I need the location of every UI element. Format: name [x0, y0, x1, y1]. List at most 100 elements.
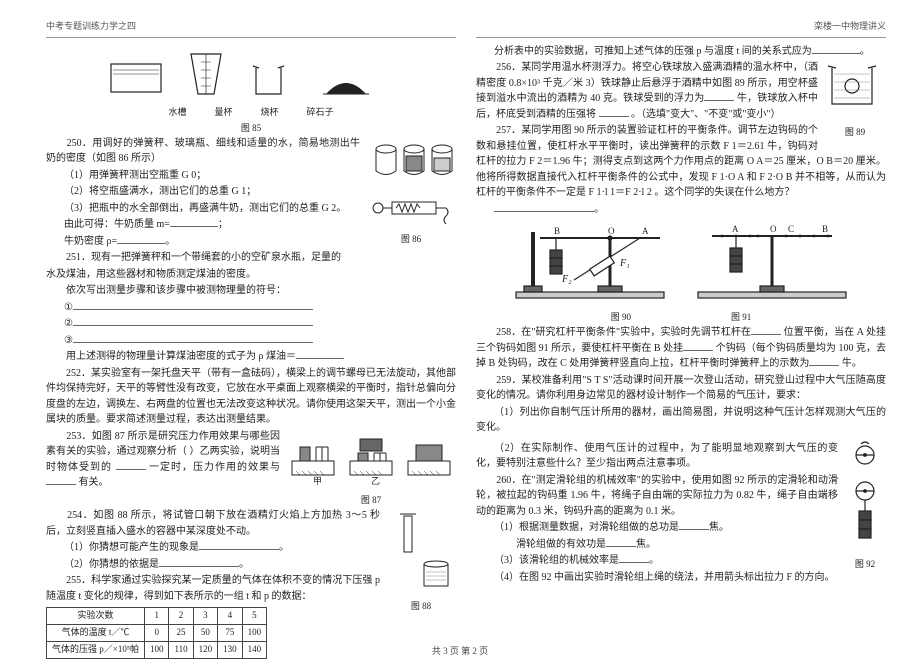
- fig89-caption: 图 89: [824, 126, 886, 140]
- right-column: 栾楼一中物理讲义 分析表中的实验数据，可推知上述气体的压强 p 与温度 t 间的…: [476, 20, 886, 659]
- fig92-drawing: [844, 441, 886, 551]
- table-row: 气体的温度 t／℃ 0 25 50 75 100: [47, 625, 267, 642]
- fig88-caption: 图 88: [386, 600, 456, 614]
- blank: [199, 540, 279, 550]
- fig85-label-2: 量杯: [214, 106, 232, 120]
- fig86-caption: 图 86: [366, 233, 456, 247]
- blank: [679, 520, 709, 530]
- q253-d: 有关。: [79, 477, 109, 488]
- blank: [73, 316, 313, 326]
- q251-3: ③: [46, 333, 456, 349]
- fig85-label-3: 烧杯: [261, 106, 279, 120]
- fig90-91-row: B O A F₂ F₁ A: [476, 222, 886, 307]
- cell: 4: [218, 608, 243, 625]
- q260-1: （1）根据测量数据，对滑轮组做的总功是 焦。: [476, 520, 886, 536]
- fig85-labels: 水槽 量杯 烧杯 碎石子: [46, 106, 456, 120]
- fig89-drawing: [824, 60, 886, 118]
- header-right: 栾楼一中物理讲义: [476, 20, 886, 38]
- cell: 5: [242, 608, 267, 625]
- q251-fin-t: 用上述测得的物理量计算煤油密度的式子为 ρ 煤油＝: [46, 351, 296, 362]
- blank: [116, 460, 146, 470]
- q260: 260．在"测定滑轮组的机械效率"的实验中，使用如图 92 所示的定滑轮和动滑轮…: [476, 473, 886, 520]
- fig90-caption: 图 90: [611, 311, 631, 325]
- cell: 气体的温度 t／℃: [47, 625, 145, 642]
- blank: [46, 475, 76, 485]
- q258-d: 牛。: [842, 358, 862, 369]
- blank: [809, 356, 839, 366]
- q260-3: （3）该滑轮组的机械效率是。: [476, 553, 886, 569]
- svg-text:B: B: [822, 224, 828, 234]
- cell: 3: [193, 608, 218, 625]
- fig85-caption: 图 85: [46, 122, 456, 136]
- fig90-91-captions: 图 90 图 91: [476, 311, 886, 325]
- q256-c: 。（选填"变大"、"不变"或"变小"）: [631, 109, 781, 120]
- q251-2: ②: [46, 316, 456, 332]
- blank: [494, 202, 594, 212]
- fig91-drawing: A O C B: [692, 222, 852, 307]
- q260-1t: （1）根据测量数据，对滑轮组做的总功是: [494, 522, 679, 533]
- p2-first-t: 分析表中的实验数据，可推知上述气体的压强 p 与温度 t 间的关系式应为: [494, 46, 812, 57]
- page-footer: 共 3 页 第 2 页: [0, 644, 920, 657]
- blank: [704, 91, 734, 101]
- q260-2: 滑轮组做的有效功是焦。: [476, 537, 886, 553]
- blank: [683, 341, 713, 351]
- fig88-drawing: [386, 512, 456, 592]
- q258: 258．在"研究杠杆平衡条件"实验中，实验时先调节杠杆在 位置平衡，当在 A 处…: [476, 325, 886, 372]
- blank: [606, 537, 636, 547]
- p2-first: 分析表中的实验数据，可推知上述气体的压强 p 与温度 t 间的关系式应为。: [476, 44, 886, 60]
- left-column: 中考专题训练力学之四: [46, 20, 456, 659]
- fig89-block: 图 89: [824, 60, 886, 139]
- q260-3t: （3）该滑轮组的机械效率是: [494, 555, 619, 566]
- svg-text:F₁: F₁: [619, 258, 630, 269]
- fig86-block: 图 86: [366, 136, 456, 247]
- q258-a: 258．在"研究杠杆平衡条件"实验中，实验时先调节杠杆在: [476, 327, 751, 338]
- blank: [159, 557, 239, 567]
- q260-1b: 焦。: [709, 522, 729, 533]
- q250-r2a: 牛奶密度 ρ=: [64, 236, 117, 247]
- q259-1: （1）列出你自制气压计所用的器材，画出简易图，并说明这种气压计怎样观测大气压的变…: [476, 405, 886, 436]
- q259: 259．某校准备利用"S T S"活动课时间开展一次登山活动，研究登山过程中大气…: [476, 373, 886, 404]
- blank: [619, 553, 649, 563]
- q251b: 水及煤油，用这些器材和物质测定煤油的密度。: [46, 267, 456, 283]
- fig85-drawing: [101, 44, 401, 106]
- q251c: 依次写出测量步骤和该步骤中被测物理量的符号：: [46, 283, 456, 299]
- cell: 2: [169, 608, 193, 625]
- svg-text:C: C: [788, 224, 794, 234]
- cell: 50: [193, 625, 218, 642]
- cell: 1: [144, 608, 169, 625]
- svg-text:O: O: [770, 224, 777, 234]
- fig92-caption: 图 92: [844, 558, 886, 572]
- fig87-block: 甲 乙 图 87: [286, 429, 456, 508]
- svg-text:A: A: [642, 226, 649, 236]
- cell: 25: [169, 625, 193, 642]
- q254-2t: （2）你猜想的依据是: [64, 559, 159, 570]
- cell: 0: [144, 625, 169, 642]
- blank: [751, 325, 781, 335]
- header-left: 中考专题训练力学之四: [46, 20, 456, 38]
- fig86-drawing: [366, 136, 456, 226]
- blank: [296, 349, 344, 359]
- q257-blank: 。: [476, 202, 886, 218]
- q251a: 251．现有一把弹簧秤和一个带绳套的小的空矿泉水瓶，足量的: [46, 250, 456, 266]
- table-row: 实验次数 1 2 3 4 5: [47, 608, 267, 625]
- blank: [73, 300, 313, 310]
- q253-c: 一定时，压力作用的效果与: [149, 462, 280, 473]
- q251-1-t: ①: [64, 302, 73, 313]
- q254-1t: （1）你猜想可能产生的现象是: [64, 542, 199, 553]
- svg-text:O: O: [608, 226, 615, 236]
- fig91-caption: 图 91: [731, 311, 751, 325]
- fig88-block: 图 88: [386, 512, 456, 613]
- q251-1: ①: [46, 300, 456, 316]
- cell: 100: [242, 625, 267, 642]
- q251-fin: 用上述测得的物理量计算煤油密度的式子为 ρ 煤油＝: [46, 349, 456, 365]
- svg-text:F₂: F₂: [561, 274, 572, 285]
- q251-3-t: ③: [64, 335, 73, 346]
- fig85-label-4: 碎石子: [307, 106, 334, 120]
- q260-2t: 滑轮组做的有效功是: [476, 539, 606, 550]
- q260-4: （4）在图 92 中画出实验时滑轮组上绳的绕法，并用箭头标出拉力 F 的方向。: [476, 570, 886, 586]
- q259-2: （2）在实际制作、使用气压计的过程中，为了能明显地观察到大气压的变化，要特别注意…: [476, 441, 886, 472]
- cell: 实验次数: [47, 608, 145, 625]
- fig87-caption: 图 87: [286, 494, 456, 508]
- fig87-drawing: 甲 乙: [286, 429, 456, 487]
- q251-2-t: ②: [64, 318, 73, 329]
